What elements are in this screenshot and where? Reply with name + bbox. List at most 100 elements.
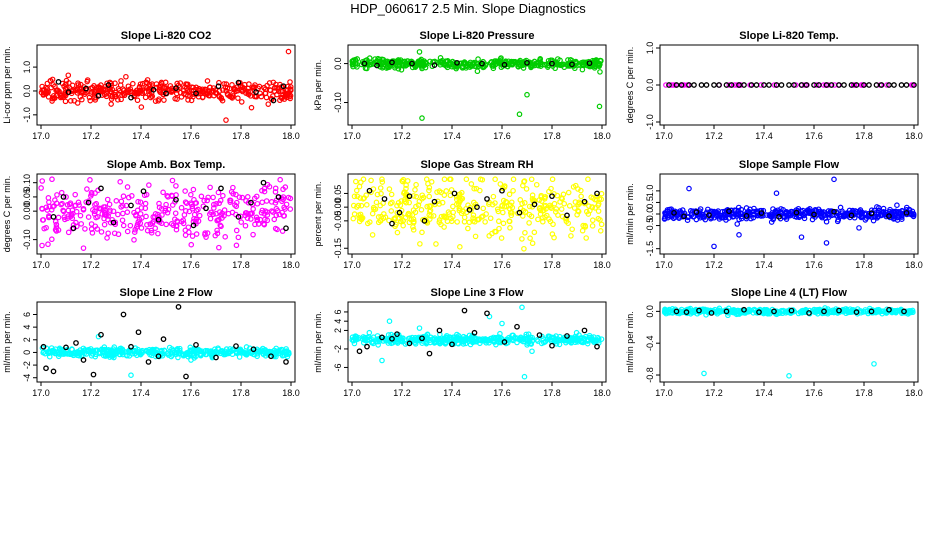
data-point <box>362 337 369 344</box>
y-tick-label: 0.5 <box>645 196 655 209</box>
data-point <box>119 346 126 353</box>
reference-point <box>454 59 460 66</box>
data-point <box>105 348 111 355</box>
data-point <box>53 221 60 228</box>
reference-point <box>73 340 79 346</box>
data-point <box>173 183 179 189</box>
data-point <box>596 196 603 202</box>
series-points <box>38 48 294 123</box>
data-point <box>115 211 121 218</box>
data-point <box>716 309 723 315</box>
data-point <box>149 347 156 353</box>
data-point <box>459 195 466 202</box>
data-point <box>271 216 278 223</box>
data-point <box>287 195 294 202</box>
y-axis-label: degrees C per min. <box>625 47 635 124</box>
data-point <box>212 232 219 239</box>
data-point <box>83 199 89 205</box>
data-point <box>65 229 72 236</box>
series-points <box>349 304 605 380</box>
x-tick-label: 17.0 <box>32 131 50 141</box>
y-tick-label: 0.0 <box>645 305 655 318</box>
data-point <box>252 221 258 228</box>
reference-point <box>374 62 380 69</box>
reference-point <box>163 90 169 97</box>
y-axis-label: Li-cor ppm per min. <box>2 46 12 124</box>
reference-point <box>275 194 282 200</box>
reference-point <box>421 218 428 224</box>
data-point <box>110 346 117 352</box>
data-point <box>579 66 586 73</box>
data-point <box>165 350 171 356</box>
data-point <box>427 216 433 222</box>
reference-point <box>741 82 747 88</box>
data-point <box>135 88 142 95</box>
data-point <box>779 310 786 317</box>
data-point <box>875 207 882 214</box>
data-point <box>767 213 773 219</box>
data-point <box>63 81 69 87</box>
x-tick-label: 17.4 <box>443 260 461 270</box>
x-tick-label: 17.2 <box>393 388 411 398</box>
data-point <box>589 204 595 210</box>
data-point <box>552 65 558 72</box>
panel-2: Slope Li-820 Pressure kPa per min. 17.0 17.… <box>313 30 611 141</box>
reference-point <box>569 61 575 68</box>
data-point <box>152 98 159 104</box>
reference-point <box>356 348 363 355</box>
data-point <box>527 235 533 242</box>
data-point <box>558 62 564 69</box>
data-point <box>664 213 671 219</box>
reference-point <box>708 310 715 316</box>
data-point <box>585 176 591 183</box>
data-point <box>368 336 374 342</box>
data-point <box>823 308 829 315</box>
data-point <box>360 176 367 183</box>
data-point <box>77 94 84 100</box>
data-point <box>163 221 170 228</box>
data-point <box>438 189 444 196</box>
y-tick-label: 4 <box>333 319 343 324</box>
data-point <box>352 178 359 185</box>
reference-point <box>484 310 490 317</box>
data-point <box>476 336 483 342</box>
data-point <box>263 198 270 204</box>
data-point <box>261 185 268 192</box>
data-point <box>753 309 760 315</box>
data-point <box>571 205 578 211</box>
data-point <box>273 212 280 219</box>
reference-point <box>474 204 480 210</box>
x-tick-label: 17.4 <box>755 260 773 270</box>
data-point <box>135 198 141 205</box>
data-point <box>548 185 554 192</box>
reference-point <box>683 309 690 316</box>
data-point <box>506 218 513 225</box>
reference-point <box>501 339 508 345</box>
data-point <box>181 91 187 97</box>
data-point <box>363 202 370 208</box>
data-point <box>854 209 861 215</box>
reference-point <box>90 371 97 378</box>
data-point <box>395 65 402 72</box>
reference-point <box>811 211 817 218</box>
data-point <box>87 97 94 104</box>
data-point <box>276 211 283 218</box>
data-point <box>142 200 149 207</box>
x-tick-label: 17.4 <box>755 131 773 141</box>
data-point <box>413 193 420 200</box>
data-point <box>400 335 406 342</box>
data-point <box>549 176 556 183</box>
data-point <box>856 208 863 215</box>
x-tick-label: 17.0 <box>343 388 361 398</box>
data-point <box>233 199 240 206</box>
data-point <box>186 229 192 236</box>
data-point <box>444 218 451 225</box>
data-point <box>555 212 561 218</box>
data-point <box>693 216 700 223</box>
data-point <box>842 306 848 312</box>
data-point <box>563 215 570 222</box>
data-point <box>868 214 874 220</box>
data-point <box>907 307 913 314</box>
y-axis-label: degrees C per min. <box>2 176 12 253</box>
data-point <box>757 306 763 313</box>
